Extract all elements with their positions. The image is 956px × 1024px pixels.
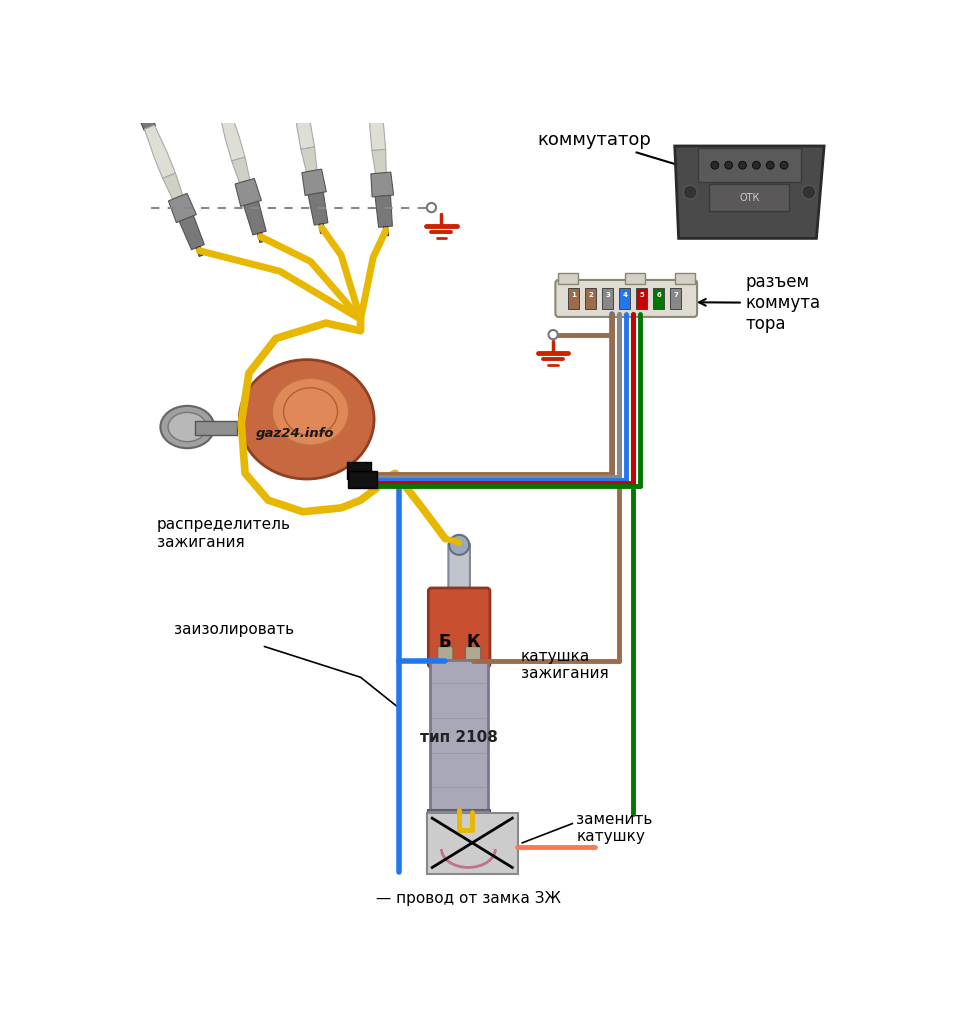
Text: коммутатор: коммутатор xyxy=(537,131,689,168)
Bar xyxy=(670,288,681,309)
Text: 2: 2 xyxy=(589,293,593,298)
Circle shape xyxy=(549,330,557,339)
FancyBboxPatch shape xyxy=(675,273,695,284)
FancyBboxPatch shape xyxy=(466,646,481,660)
Polygon shape xyxy=(308,193,328,225)
FancyBboxPatch shape xyxy=(555,280,697,316)
Polygon shape xyxy=(219,108,245,161)
Circle shape xyxy=(711,162,719,169)
Text: разъем
коммута
тора: разъем коммута тора xyxy=(699,273,820,333)
Polygon shape xyxy=(293,95,315,150)
Circle shape xyxy=(780,162,788,169)
Bar xyxy=(195,421,237,435)
Bar xyxy=(257,232,264,243)
Circle shape xyxy=(684,185,697,199)
Polygon shape xyxy=(231,157,250,182)
FancyBboxPatch shape xyxy=(138,109,155,130)
Polygon shape xyxy=(235,178,261,207)
Circle shape xyxy=(426,203,436,212)
Circle shape xyxy=(802,185,815,199)
Polygon shape xyxy=(375,196,392,227)
Text: 5: 5 xyxy=(640,293,644,298)
Polygon shape xyxy=(168,194,196,222)
Bar xyxy=(347,462,371,478)
Polygon shape xyxy=(301,146,317,172)
Polygon shape xyxy=(371,172,394,197)
Text: тип 2108: тип 2108 xyxy=(421,730,498,744)
Polygon shape xyxy=(244,202,266,234)
Text: gaz24.info: gaz24.info xyxy=(256,427,335,439)
FancyBboxPatch shape xyxy=(448,543,470,597)
Bar xyxy=(653,288,664,309)
Bar xyxy=(602,288,613,309)
Bar xyxy=(619,288,630,309)
Polygon shape xyxy=(179,216,205,250)
FancyBboxPatch shape xyxy=(213,89,229,112)
FancyBboxPatch shape xyxy=(426,813,518,873)
Ellipse shape xyxy=(272,378,349,445)
FancyBboxPatch shape xyxy=(366,79,380,99)
Polygon shape xyxy=(372,150,386,173)
Bar xyxy=(383,226,388,237)
FancyBboxPatch shape xyxy=(428,588,489,668)
Polygon shape xyxy=(163,173,183,200)
Bar xyxy=(637,288,647,309)
Circle shape xyxy=(725,162,732,169)
Text: ОТК: ОТК xyxy=(739,193,760,203)
Text: — провод от замка ЗЖ: — провод от замка ЗЖ xyxy=(376,891,561,906)
FancyBboxPatch shape xyxy=(709,184,790,211)
Bar xyxy=(585,288,597,309)
Ellipse shape xyxy=(239,359,374,479)
Ellipse shape xyxy=(168,413,206,441)
Polygon shape xyxy=(675,146,824,239)
Text: заизолировать: заизолировать xyxy=(174,622,294,637)
Ellipse shape xyxy=(161,406,214,449)
Text: Б: Б xyxy=(439,633,451,651)
Circle shape xyxy=(739,162,747,169)
FancyBboxPatch shape xyxy=(438,646,453,660)
Text: К: К xyxy=(467,633,480,651)
Circle shape xyxy=(752,162,760,169)
FancyBboxPatch shape xyxy=(698,148,801,182)
Polygon shape xyxy=(369,97,385,151)
Text: заменить
катушку: заменить катушку xyxy=(576,812,653,845)
FancyBboxPatch shape xyxy=(430,660,489,814)
Bar xyxy=(196,246,204,257)
Text: 7: 7 xyxy=(673,293,678,298)
FancyBboxPatch shape xyxy=(290,78,305,99)
Circle shape xyxy=(767,162,774,169)
Text: распределитель
зажигания: распределитель зажигания xyxy=(157,517,291,550)
Text: 1: 1 xyxy=(572,293,576,298)
Text: 4: 4 xyxy=(622,293,627,298)
Bar xyxy=(318,223,325,233)
Polygon shape xyxy=(302,169,326,196)
FancyBboxPatch shape xyxy=(625,273,645,284)
FancyBboxPatch shape xyxy=(428,810,489,820)
Circle shape xyxy=(449,535,469,555)
Text: 6: 6 xyxy=(656,293,661,298)
FancyBboxPatch shape xyxy=(557,273,577,284)
Bar xyxy=(569,288,579,309)
Text: 3: 3 xyxy=(605,293,610,298)
Polygon shape xyxy=(144,125,176,178)
Text: катушка
зажигания: катушка зажигания xyxy=(521,649,608,681)
Bar xyxy=(347,471,377,487)
